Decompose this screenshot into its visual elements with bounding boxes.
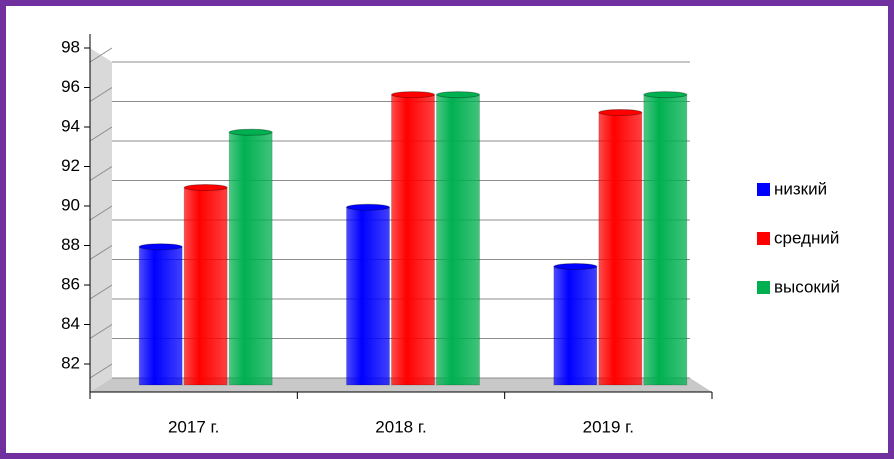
grid-line-side: [89, 363, 113, 379]
bar-top: [436, 91, 480, 99]
bar: [138, 246, 183, 386]
side-wall: [90, 48, 112, 392]
y-tick-label: 88: [61, 235, 80, 254]
bar-top: [183, 184, 228, 191]
bar: [391, 94, 435, 386]
grid-line-side: [89, 126, 113, 142]
y-tick-label: 82: [61, 353, 80, 372]
bar: [598, 111, 643, 386]
grid-line-side: [89, 47, 113, 63]
y-tick-label: 92: [61, 156, 80, 175]
legend-swatch: [757, 183, 770, 196]
y-tick-label: 90: [61, 195, 80, 214]
y-tick-label: 98: [61, 37, 80, 56]
bar-top: [643, 91, 688, 99]
legend-swatch: [757, 232, 770, 245]
legend-label: высокий: [774, 277, 840, 296]
y-tick-label: 86: [61, 274, 80, 293]
grid-line-side: [89, 324, 113, 339]
bar-top: [553, 263, 598, 270]
y-tick-label: 84: [61, 314, 80, 333]
grid-line-side: [89, 166, 113, 181]
bar: [228, 131, 273, 386]
legend-label: низкий: [774, 179, 827, 198]
x-tick-label: 2019 г.: [583, 417, 634, 436]
bar: [183, 187, 228, 386]
bar-top: [138, 243, 183, 251]
bar: [436, 94, 480, 386]
bar-top: [346, 203, 390, 211]
grid-line-side: [89, 245, 113, 260]
bar: [553, 266, 598, 386]
bar: [346, 206, 390, 386]
bar-top: [598, 108, 643, 116]
grid-line-side: [89, 87, 113, 102]
legend-swatch: [757, 281, 770, 294]
grid-line-side: [89, 205, 113, 221]
y-tick-label: 94: [61, 116, 80, 135]
x-tick-label: 2017 г.: [168, 417, 219, 436]
bar: [643, 94, 688, 386]
x-tick-label: 2018 г.: [375, 417, 426, 436]
bar-top: [228, 128, 273, 136]
bar-top: [391, 91, 435, 99]
grid-line-side: [89, 284, 113, 300]
legend-label: средний: [774, 228, 839, 247]
y-tick-label: 96: [61, 77, 80, 96]
